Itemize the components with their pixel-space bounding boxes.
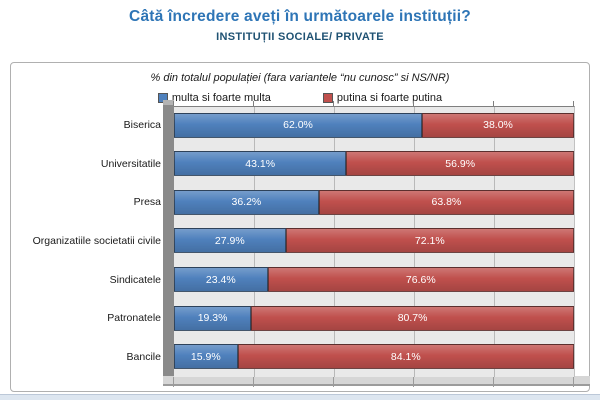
bar-value-label: 15.9% (190, 350, 221, 363)
bar-value-label: 27.9% (214, 234, 245, 247)
bar-segment: 56.9% (346, 151, 574, 177)
chart-legend: multa si foarte multa putina si foarte p… (11, 92, 589, 104)
legend-item-multa: multa si foarte multa (157, 92, 271, 104)
bar-value-label: 72.1% (414, 234, 445, 247)
bar-segment: 38.0% (422, 112, 574, 138)
bar-row: 19.3% 80.7% (174, 299, 574, 338)
bar-value-label: 84.1% (390, 350, 421, 363)
legend-swatch-blue-icon (157, 93, 168, 103)
stacked-bar: 15.9% 84.1% (174, 344, 574, 370)
bar-row: 23.4% 76.6% (174, 260, 574, 299)
bar-value-label: 63.8% (431, 196, 462, 209)
axis-tick (493, 101, 494, 106)
bar-segment: 36.2% (174, 189, 319, 215)
axis-tick (253, 101, 254, 106)
axis-tick (173, 377, 174, 387)
bar-value-label: 38.0% (483, 119, 513, 132)
bar-segment: 27.9% (174, 228, 286, 254)
bar-row: 36.2% 63.8% (174, 183, 574, 222)
bar-segment: 62.0% (174, 112, 422, 138)
axis-tick (573, 377, 574, 387)
bar-value-label: 76.6% (405, 273, 436, 286)
category-label: Patronatele (107, 312, 161, 325)
axis-tick (333, 101, 334, 106)
page-title: Câtă încredere aveți în următoarele inst… (129, 8, 471, 25)
category-label: Universitatile (100, 157, 161, 170)
bar-value-label: 23.4% (205, 273, 236, 286)
bottom-band (0, 394, 600, 400)
legend-swatch-red-icon (322, 93, 333, 103)
bar-segment: 80.7% (251, 305, 574, 331)
category-label: Presa (133, 196, 161, 209)
bar-segment: 76.6% (267, 267, 574, 293)
legend-label-putina: putina si foarte putina (336, 92, 443, 104)
plot-left-wall (163, 100, 174, 386)
axis-tick (573, 101, 574, 106)
bar-segment: 23.4% (174, 267, 268, 293)
stacked-bar: 19.3% 80.7% (174, 305, 574, 331)
chart-frame: % din totalul populației (fara variantel… (10, 62, 590, 392)
category-label: Organizatiile societatii civile (32, 234, 161, 247)
bar-segment: 72.1% (285, 228, 574, 254)
stacked-bar: 23.4% 76.6% (174, 267, 574, 293)
axis-tick (333, 377, 334, 387)
bar-row: 27.9% 72.1% (174, 222, 574, 261)
category-axis: Biserica Universitatile Presa Organizatiile… (15, 106, 161, 376)
bar-value-label: 62.0% (283, 119, 313, 132)
legend-label-multa: multa si foarte multa (171, 92, 271, 104)
stacked-bar: 36.2% 63.8% (174, 189, 574, 215)
legend-item-putina: putina si foarte putina (322, 92, 443, 104)
axis-tick (173, 101, 174, 106)
bar-row: 15.9% 84.1% (174, 337, 574, 376)
bar-row: 43.1% 56.9% (174, 145, 574, 184)
bar-segment: 63.8% (318, 189, 574, 215)
page-subtitle: INSTITUȚII SOCIALE/ PRIVATE (216, 31, 384, 43)
bar-segment: 84.1% (237, 344, 574, 370)
axis-tick (413, 377, 414, 387)
bar-value-label: 56.9% (445, 157, 476, 170)
bar-value-label: 19.3% (197, 312, 228, 325)
category-label: Bancile (126, 350, 161, 363)
axis-tick (413, 101, 414, 106)
bar-value-label: 36.2% (231, 196, 262, 209)
stacked-bar: 27.9% 72.1% (174, 228, 574, 254)
category-label: Sindicatele (109, 273, 161, 286)
stacked-bar: 62.0% 38.0% (174, 112, 574, 138)
plot-floor (163, 376, 590, 386)
stacked-bar: 43.1% 56.9% (174, 151, 574, 177)
category-label: Biserica (123, 119, 161, 132)
bar-segment: 19.3% (174, 305, 252, 331)
bar-row: 62.0% 38.0% (174, 106, 574, 145)
bar-segment: 15.9% (174, 344, 238, 370)
axis-tick (253, 377, 254, 387)
axis-tick (493, 377, 494, 387)
bar-value-label: 43.1% (245, 157, 276, 170)
bars-container: 62.0% 38.0% 43.1% 56.9% 36.2% 63.8% 27.9% 72.1%… (174, 106, 574, 376)
chart-note: % din totalul populației (fara variantel… (150, 72, 450, 84)
bar-value-label: 80.7% (397, 312, 428, 325)
bar-segment: 43.1% (174, 151, 347, 177)
